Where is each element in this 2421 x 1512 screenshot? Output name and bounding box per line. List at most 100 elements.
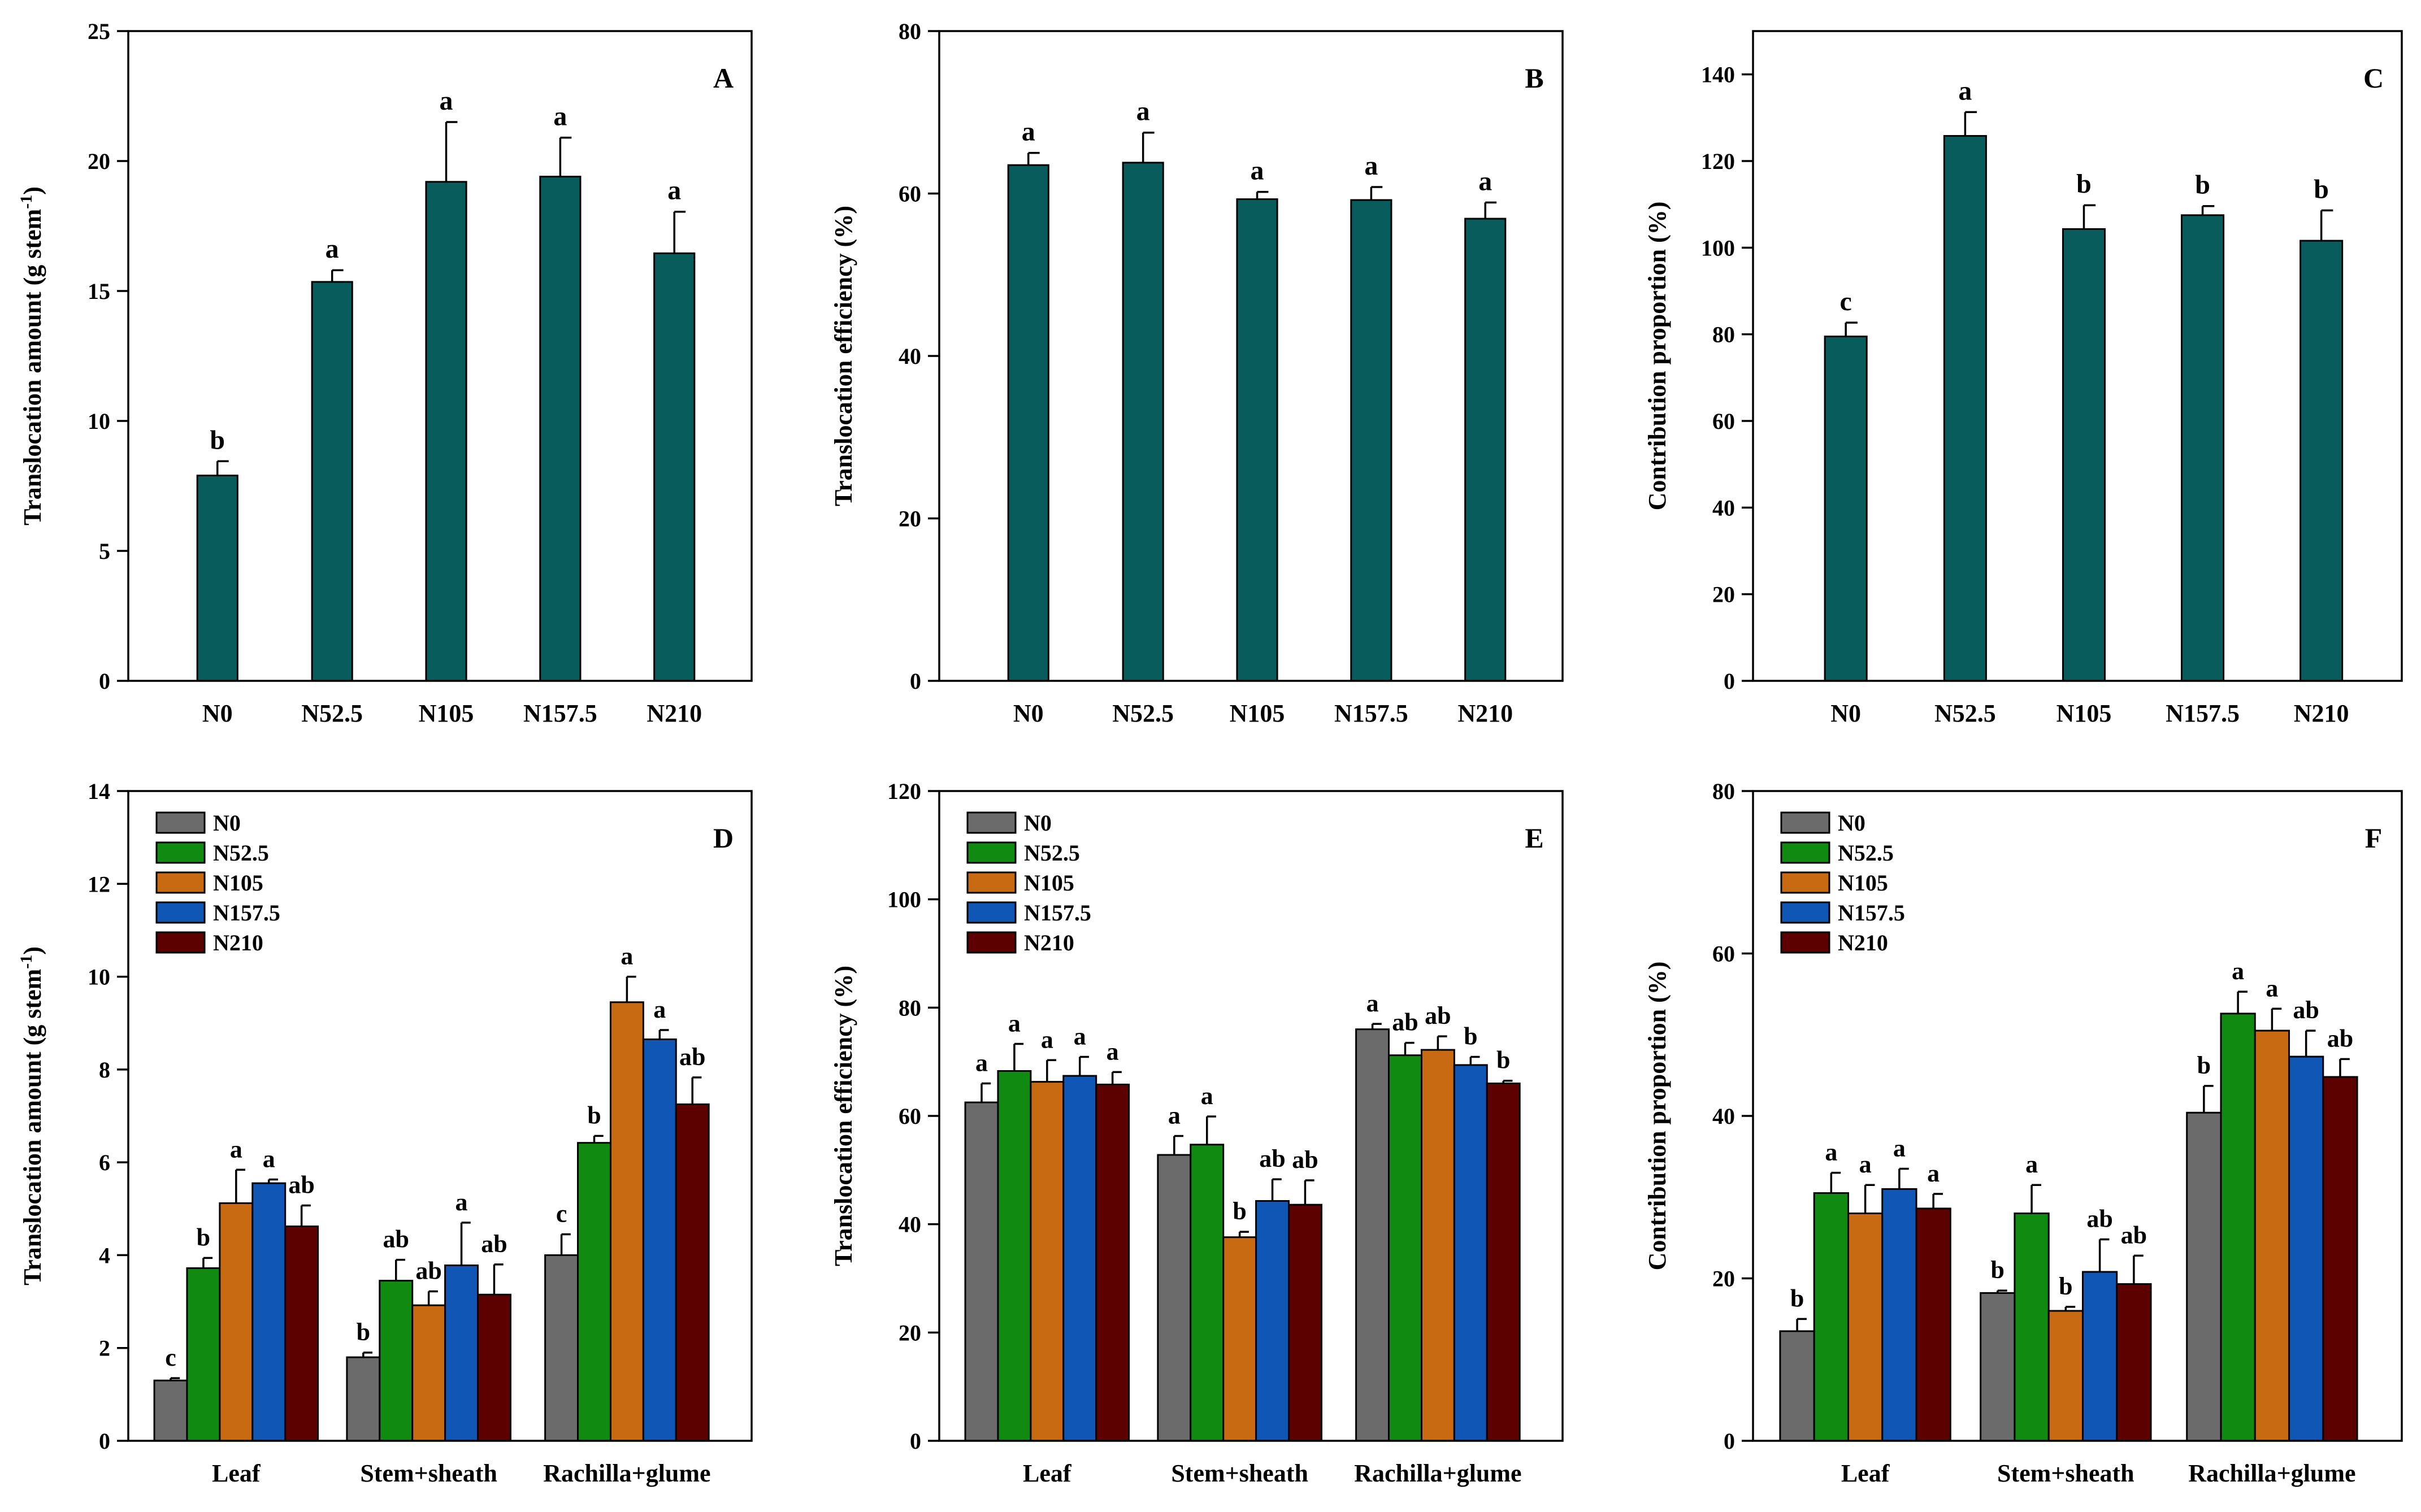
bar-N0 — [196, 475, 238, 682]
bar-N105-Stem+sheath — [2047, 1310, 2084, 1442]
y-tick-label: 8 — [99, 1057, 110, 1083]
y-tick-label: 10 — [88, 964, 110, 990]
error-bar — [1238, 1231, 1249, 1237]
significance-letter: a — [1201, 1082, 1213, 1110]
error-bar — [1437, 1035, 1447, 1050]
plot-frame — [127, 790, 753, 1442]
bar-N105-Leaf — [1030, 1081, 1065, 1442]
error-bar — [626, 975, 636, 1002]
significance-letter: c — [165, 1344, 176, 1371]
bar-N0-Leaf — [1779, 1330, 1815, 1442]
significance-letter: ab — [2327, 1024, 2353, 1052]
bar-N52.5-Stem+sheath — [2014, 1213, 2050, 1442]
error-bar — [300, 1204, 311, 1227]
x-tick-label: Stem+sheath — [1171, 1459, 1308, 1487]
significance-letter: c — [1840, 286, 1852, 316]
error-bar — [1404, 1041, 1415, 1055]
panel-C: c a b b b 0 20 40 60 80 100 120 140 N0 N52.5 N105 N157.5… — [1643, 30, 2403, 727]
y-tick-label: 14 — [88, 779, 110, 804]
bar-N157.5-Leaf — [251, 1182, 287, 1442]
bar-N105-Stem+sheath — [1222, 1236, 1257, 1442]
error-bar — [1469, 1055, 1480, 1065]
bar-N0 — [1824, 336, 1868, 682]
panel-letter: E — [1525, 822, 1543, 854]
bar-N105 — [425, 181, 467, 682]
significance-letter: ab — [1292, 1146, 1318, 1174]
error-bar — [493, 1263, 504, 1295]
x-tick-label: N210 — [2294, 699, 2349, 727]
legend: N0 N52.5 N105 N157.5 N210 — [1780, 810, 1905, 955]
x-tick-label: Rachilla+glume — [2188, 1459, 2355, 1487]
bar-N157.5-Stem+sheath — [444, 1265, 479, 1442]
error-bar — [1173, 1135, 1184, 1155]
significance-letter: a — [621, 942, 633, 970]
error-bar — [1964, 111, 1977, 136]
error-bar — [1932, 1193, 1943, 1209]
significance-letter: a — [440, 86, 453, 116]
legend-label: N210 — [1024, 930, 1074, 955]
significance-letter: ab — [1392, 1009, 1418, 1036]
bar-N157.5 — [2181, 214, 2225, 682]
significance-letter: b — [1790, 1284, 1804, 1312]
significance-letter: a — [667, 176, 681, 206]
y-tick-label: 0 — [1724, 668, 1735, 694]
bar-N0-Rachilla+glume — [1355, 1028, 1390, 1442]
legend-label: N157.5 — [1838, 900, 1905, 926]
significance-letter: a — [1859, 1150, 1872, 1178]
error-bar — [1370, 186, 1383, 200]
significance-letter: b — [1464, 1023, 1477, 1050]
significance-letter: b — [197, 1223, 210, 1251]
bar-N157.5-Leaf — [1881, 1188, 1917, 1442]
bar-N157.5-Stem+sheath — [2081, 1271, 2118, 1442]
significance-letter: ab — [2121, 1221, 2147, 1249]
y-axis-label-superscript: -1 — [17, 195, 36, 209]
significance-letter: a — [326, 234, 339, 264]
legend-swatch-N105 — [155, 871, 206, 894]
x-tick-label: N52.5 — [301, 699, 363, 727]
y-tick-label: 15 — [88, 279, 110, 304]
panel-letter: C — [2363, 62, 2384, 94]
x-tick-label: N105 — [2056, 699, 2112, 727]
significance-letter: a — [1893, 1134, 1906, 1162]
significance-letter: b — [587, 1101, 601, 1129]
error-bar — [980, 1082, 991, 1103]
error-bar — [1864, 1184, 1875, 1214]
error-bar — [427, 1290, 438, 1306]
x-tick-label: N157.5 — [1334, 699, 1408, 727]
bar-N52.5-Stem+sheath — [379, 1280, 414, 1442]
significance-letter: b — [210, 425, 225, 455]
error-bar — [1898, 1167, 1909, 1189]
legend-label: N52.5 — [213, 840, 269, 866]
y-axis-label-main: Translocation amount (g stem — [19, 969, 46, 1285]
bar-N210-Leaf — [284, 1226, 319, 1442]
bar-N105 — [1236, 198, 1278, 682]
bar-N105-Leaf — [1847, 1213, 1884, 1442]
bar-N105-Rachilla+glume — [609, 1001, 644, 1442]
error-bar — [658, 1029, 669, 1040]
x-tick-label: Stem+sheath — [360, 1459, 497, 1487]
significance-letter: a — [2266, 974, 2278, 1002]
y-axis-label: Translocation amount (g stem-1) — [17, 946, 46, 1285]
bar-N0 — [1007, 164, 1049, 682]
bar-N0-Leaf — [153, 1379, 188, 1442]
y-tick-label: 2 — [99, 1336, 110, 1361]
significance-letter: a — [2232, 957, 2244, 985]
significance-letter: a — [1074, 1023, 1086, 1050]
error-bar — [1796, 1318, 1807, 1331]
bar-N52.5-Leaf — [997, 1070, 1032, 1442]
error-bar — [691, 1076, 702, 1105]
significance-letter: a — [1958, 76, 1972, 106]
bar-N105-Rachilla+glume — [1420, 1049, 1455, 1442]
bar-N210 — [2299, 240, 2344, 682]
significance-letter: b — [2314, 174, 2329, 204]
error-bar — [2030, 1184, 2041, 1214]
bar-N157.5 — [1350, 199, 1392, 682]
y-tick-label: 80 — [899, 995, 921, 1020]
bar-N157.5-Rachilla+glume — [642, 1038, 677, 1442]
bar-N105-Rachilla+glume — [2254, 1029, 2290, 1442]
bar-N0-Stem+sheath — [1980, 1292, 2016, 1442]
y-tick-label: 60 — [899, 181, 921, 207]
